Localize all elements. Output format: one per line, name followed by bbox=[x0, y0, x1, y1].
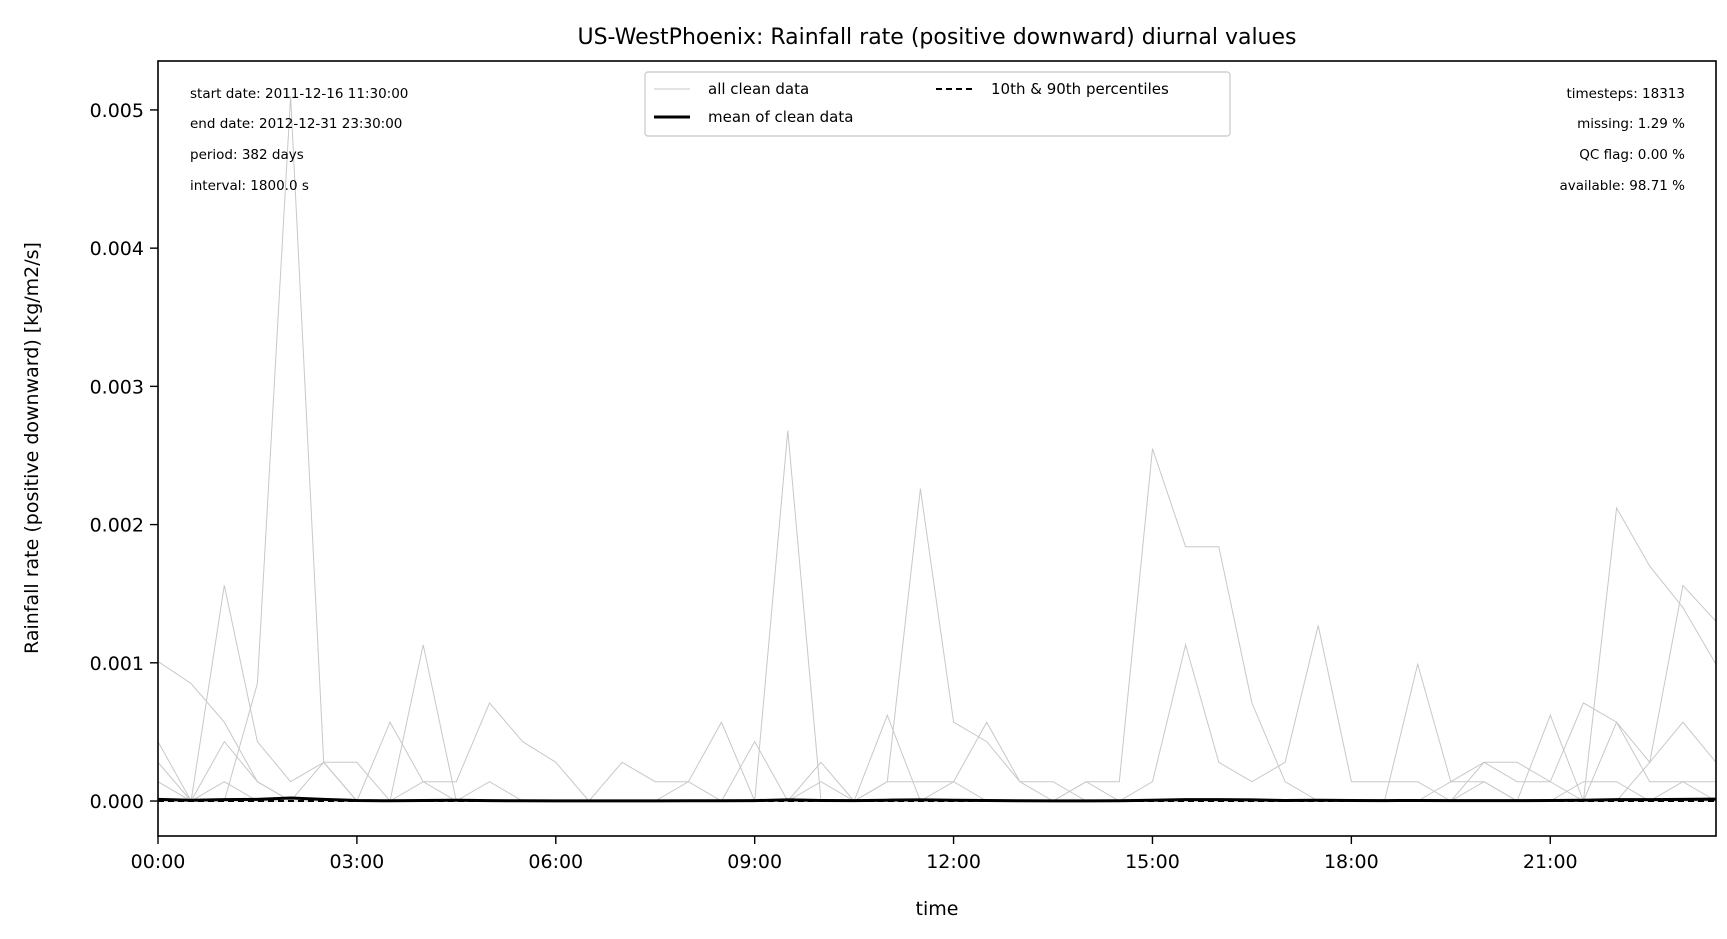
clean-data-line bbox=[158, 644, 1716, 802]
qc-flag-text: QC flag: 0.00 % bbox=[1579, 147, 1685, 163]
legend-percentile-label: 10th & 90th percentiles bbox=[991, 80, 1169, 98]
x-tick-label: 21:00 bbox=[1523, 851, 1578, 873]
timesteps-text: timesteps: 18313 bbox=[1566, 86, 1685, 102]
clean-data-line bbox=[158, 625, 1716, 802]
period-text: period: 382 days bbox=[190, 147, 304, 163]
ticks-layer: 00:00 03:00 06:00 09:00 12:00 15:00 18:00 21:00… bbox=[90, 100, 1578, 873]
chart-title: US-WestPhoenix: Rainfall rate (positive … bbox=[577, 25, 1296, 50]
clean-data-line bbox=[158, 721, 1717, 802]
plot-frame bbox=[157, 60, 1717, 837]
series-layer bbox=[157, 96, 1717, 803]
legend-box bbox=[644, 71, 1231, 137]
start-date-text: start date: 2011-12-16 11:30:00 bbox=[190, 86, 408, 102]
clean-data-line bbox=[158, 584, 1717, 802]
clean-data-line bbox=[158, 96, 1716, 802]
y-tick-label: 0.000 bbox=[90, 791, 144, 813]
y-tick-label: 0.005 bbox=[90, 100, 144, 122]
interval-text: interval: 1800.0 s bbox=[190, 178, 309, 194]
y-tick-label: 0.002 bbox=[90, 515, 144, 537]
x-tick-label: 18:00 bbox=[1324, 851, 1379, 873]
x-tick-label: 03:00 bbox=[330, 851, 385, 873]
x-tick-label: 15:00 bbox=[1125, 851, 1180, 873]
y-tick-label: 0.004 bbox=[90, 238, 144, 260]
clean-data-line bbox=[158, 506, 1717, 802]
x-tick-label: 06:00 bbox=[528, 851, 583, 873]
clean-data-line bbox=[158, 448, 1716, 802]
clean-data-line bbox=[158, 713, 1716, 802]
clean-data-line bbox=[158, 662, 1716, 802]
clean-data-line bbox=[157, 585, 1716, 803]
info-right: timesteps: 18313 missing: 1.29 % QC flag… bbox=[1559, 86, 1685, 194]
y-tick-label: 0.001 bbox=[90, 653, 144, 675]
end-date-text: end date: 2012-12-31 23:30:00 bbox=[190, 116, 402, 132]
missing-text: missing: 1.29 % bbox=[1577, 116, 1685, 132]
y-axis-label: Rainfall rate (positive downward) [kg/m2… bbox=[21, 242, 43, 654]
x-tick-label: 09:00 bbox=[727, 851, 782, 873]
legend-clean-label: all clean data bbox=[708, 80, 809, 98]
legend: all clean data mean of clean data 10th &… bbox=[644, 71, 1231, 137]
x-tick-label: 00:00 bbox=[131, 851, 186, 873]
available-text: available: 98.71 % bbox=[1559, 178, 1685, 194]
info-left: start date: 2011-12-16 11:30:00 end date… bbox=[190, 86, 408, 194]
x-tick-label: 12:00 bbox=[926, 851, 981, 873]
y-tick-label: 0.003 bbox=[90, 376, 144, 398]
mean-line bbox=[157, 796, 1717, 803]
clean-data-line bbox=[157, 660, 1716, 802]
x-axis-label: time bbox=[916, 898, 959, 920]
clean-data-line bbox=[157, 701, 1716, 802]
clean-data-line bbox=[158, 430, 1716, 802]
legend-mean-label: mean of clean data bbox=[708, 108, 853, 126]
